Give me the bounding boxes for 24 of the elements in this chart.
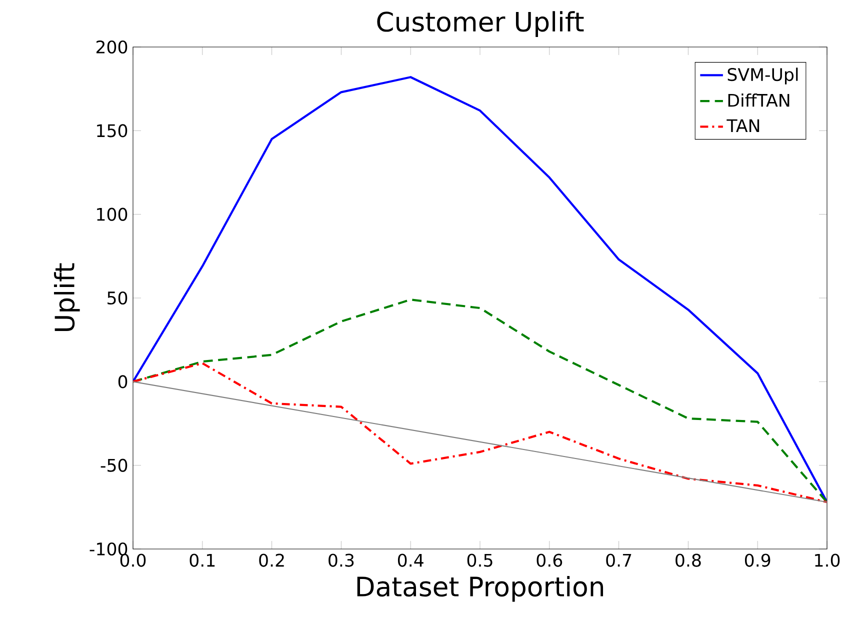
x-tick-label: 0.9 xyxy=(744,554,770,567)
x-tick-label: 1.0 xyxy=(815,554,840,567)
x-tick-label: 0.3 xyxy=(328,554,354,567)
y-tick-label: 50 xyxy=(108,291,128,305)
x-tick-label: 0.5 xyxy=(467,554,492,567)
y-tick-label: -50 xyxy=(100,458,128,472)
y-tick-label: -100 xyxy=(90,542,128,556)
legend-label: SVM-Upl xyxy=(728,68,798,84)
chart-title: Customer Uplift xyxy=(377,11,584,37)
x-tick-label: 0.4 xyxy=(398,554,424,567)
x-tick-label: 0.2 xyxy=(259,554,284,567)
y-tick-label: 200 xyxy=(96,40,128,54)
x-tick-label: 0.1 xyxy=(190,554,215,567)
y-tick-label: 150 xyxy=(97,124,128,138)
y-tick-label: 0 xyxy=(118,375,128,388)
y-axis-title: Uplift xyxy=(54,263,80,331)
x-tick-label: 0.6 xyxy=(536,554,562,567)
x-tick-label: 0.0 xyxy=(120,554,146,567)
x-tick-label: 0.8 xyxy=(676,554,701,567)
y-tick-label: 100 xyxy=(97,208,128,221)
legend-label: DiffTAN xyxy=(728,93,790,107)
legend-label: TAN xyxy=(726,119,760,132)
x-tick-label: 0.7 xyxy=(606,554,632,567)
x-axis-title: Dataset Proportion xyxy=(357,576,604,602)
